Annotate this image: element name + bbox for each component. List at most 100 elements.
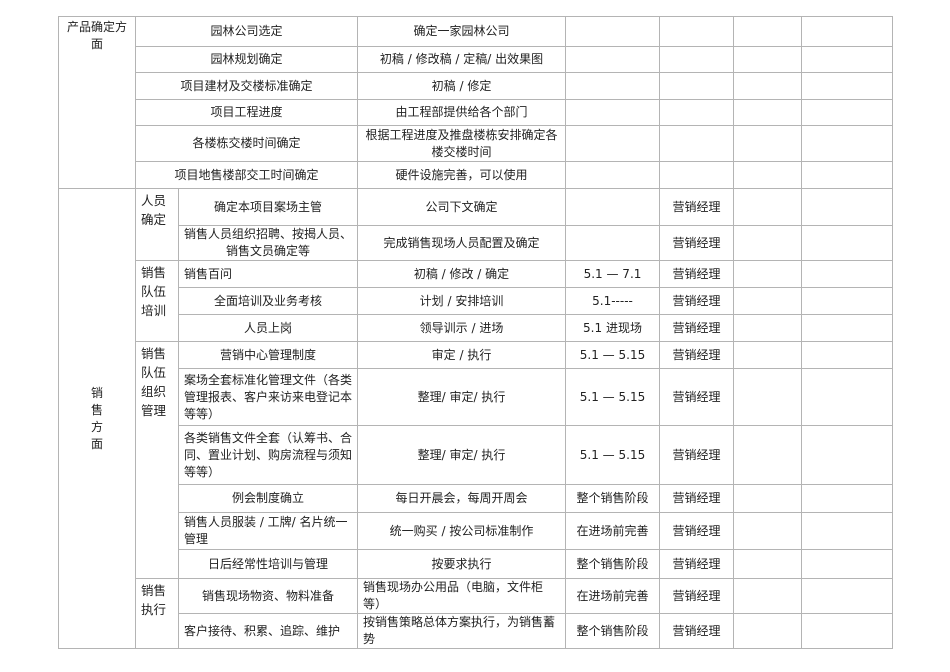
task-item: 案场全套标准化管理文件（各类管理报表、客户来访来电登记本等等） — [178, 368, 358, 426]
task-owner — [659, 16, 734, 47]
task-date — [565, 161, 660, 189]
task-owner — [659, 99, 734, 126]
task-date: 整个销售阶段 — [565, 613, 660, 649]
extra-cell — [801, 512, 893, 550]
task-item: 销售人员服装 / 工牌/ 名片统一管理 — [178, 512, 358, 550]
task-description: 初稿 / 修定 — [357, 72, 566, 100]
extra-cell — [733, 613, 802, 649]
extra-cell — [801, 260, 893, 288]
task-item: 营销中心管理制度 — [178, 341, 358, 369]
extra-cell — [801, 341, 893, 369]
task-owner: 营销经理 — [659, 225, 734, 261]
table-row: 产品确定方面 园林公司选定 确定一家园林公司 — [58, 16, 893, 189]
task-owner: 营销经理 — [659, 512, 734, 550]
table-row: 人员上岗 领导训示 / 进场 5.1 进现场 营销经理 — [59, 314, 893, 342]
extra-cell — [801, 16, 893, 47]
task-date: 整个销售阶段 — [565, 484, 660, 513]
extra-cell — [801, 46, 893, 73]
task-owner: 营销经理 — [659, 287, 734, 315]
extra-cell — [733, 99, 802, 126]
task-item: 客户接待、积累、追踪、维护 — [178, 613, 358, 649]
task-description: 销售现场办公用品（电脑，文件柜等） — [357, 578, 566, 614]
extra-cell — [733, 46, 802, 73]
task-date — [565, 225, 660, 261]
task-date: 5.1 — 5.15 — [565, 425, 660, 485]
task-description: 按销售策略总体方案执行，为销售蓄势 — [357, 613, 566, 649]
extra-cell — [733, 314, 802, 342]
task-owner: 营销经理 — [659, 484, 734, 513]
extra-cell — [801, 549, 893, 579]
task-date: 5.1----- — [565, 287, 660, 315]
table-row: 全面培训及业务考核 计划 / 安排培训 5.1----- 营销经理 — [59, 287, 893, 315]
task-description: 每日开晨会，每周开周会 — [357, 484, 566, 513]
extra-cell — [801, 578, 893, 614]
task-description: 确定一家园林公司 — [357, 16, 566, 47]
extra-cell — [801, 188, 893, 226]
task-date — [565, 99, 660, 126]
extra-cell — [733, 341, 802, 369]
extra-cell — [733, 512, 802, 550]
extra-cell — [733, 16, 802, 47]
task-date: 在进场前完善 — [565, 578, 660, 614]
table-row: 销售执行 销售现场物资、物料准备 销售现场办公用品（电脑，文件柜等） 在进场前完善 营销… — [59, 578, 893, 649]
table-row: 日后经常性培训与管理 按要求执行 整个销售阶段 营销经理 — [59, 549, 893, 579]
task-owner — [659, 72, 734, 100]
task-date: 5.1 — 7.1 — [565, 260, 660, 288]
task-item: 项目地售楼部交工时间确定 — [135, 161, 358, 189]
task-description: 硬件设施完善，可以使用 — [357, 161, 566, 189]
task-date: 在进场前完善 — [565, 512, 660, 550]
task-owner — [659, 161, 734, 189]
extra-cell — [801, 613, 893, 649]
table-row: 项目建材及交楼标准确定 初稿 / 修定 — [59, 72, 893, 100]
plan-table: 产品确定方面 园林公司选定 确定一家园林公司 园林规划确定 初稿 / 修改稿 / 定稿/… — [58, 16, 893, 649]
extra-cell — [733, 161, 802, 189]
task-description: 整理/ 审定/ 执行 — [357, 425, 566, 485]
table-row: 客户接待、积累、追踪、维护 按销售策略总体方案执行，为销售蓄势 整个销售阶段 营销经理 — [59, 613, 893, 649]
table-row: 销售方面 人员确定 确定本项目案场主管 公司下文确定 营销经理 — [58, 188, 893, 649]
table-row: 项目地售楼部交工时间确定 硬件设施完善，可以使用 — [59, 161, 893, 189]
task-owner: 营销经理 — [659, 260, 734, 288]
table-row: 各类销售文件全套（认筹书、合同、置业计划、购房流程与须知等等） 整理/ 审定/ 执… — [59, 425, 893, 485]
extra-cell — [733, 368, 802, 426]
table-row: 园林规划确定 初稿 / 修改稿 / 定稿/ 出效果图 — [59, 46, 893, 73]
table-row: 销售人员组织招聘、按揭人员、销售文员确定等 完成销售现场人员配置及确定 营销经理 — [59, 225, 893, 261]
task-item: 销售人员组织招聘、按揭人员、销售文员确定等 — [178, 225, 358, 261]
task-item: 日后经常性培训与管理 — [178, 549, 358, 579]
task-item: 各楼栋交楼时间确定 — [135, 125, 358, 162]
task-item: 园林公司选定 — [135, 16, 358, 47]
extra-cell — [801, 287, 893, 315]
table-row: 销售人员服装 / 工牌/ 名片统一管理 统一购买 / 按公司标准制作 在进场前完善营… — [59, 512, 893, 550]
extra-cell — [733, 260, 802, 288]
task-date: 5.1 进现场 — [565, 314, 660, 342]
extra-cell — [733, 188, 802, 226]
task-owner: 营销经理 — [659, 314, 734, 342]
extra-cell — [801, 72, 893, 100]
task-owner: 营销经理 — [659, 578, 734, 614]
extra-cell — [801, 368, 893, 426]
task-item: 销售百问 — [178, 260, 358, 288]
table-row: 销售队伍组织管理 营销中心管理制度 审定 / 执行 5.1 — 5.15 营销经理 — [59, 341, 893, 579]
task-item: 全面培训及业务考核 — [178, 287, 358, 315]
task-description: 计划 / 安排培训 — [357, 287, 566, 315]
task-date: 5.1 — 5.15 — [565, 341, 660, 369]
task-owner: 营销经理 — [659, 549, 734, 579]
extra-cell — [733, 225, 802, 261]
task-description: 完成销售现场人员配置及确定 — [357, 225, 566, 261]
task-item: 各类销售文件全套（认筹书、合同、置业计划、购房流程与须知等等） — [178, 425, 358, 485]
task-description: 公司下文确定 — [357, 188, 566, 226]
task-description: 由工程部提供给各个部门 — [357, 99, 566, 126]
section-label: 产品确定方面 — [58, 16, 136, 189]
extra-cell — [801, 314, 893, 342]
extra-cell — [801, 425, 893, 485]
extra-cell — [733, 578, 802, 614]
task-item: 园林规划确定 — [135, 46, 358, 73]
task-item: 人员上岗 — [178, 314, 358, 342]
task-description: 审定 / 执行 — [357, 341, 566, 369]
group-label: 销售队伍组织管理 — [135, 341, 179, 579]
task-date: 5.1 — 5.15 — [565, 368, 660, 426]
task-owner — [659, 125, 734, 162]
task-description: 根据工程进度及推盘楼栋安排确定各楼交楼时间 — [357, 125, 566, 162]
task-item: 项目建材及交楼标准确定 — [135, 72, 358, 100]
task-owner: 营销经理 — [659, 188, 734, 226]
task-description: 统一购买 / 按公司标准制作 — [357, 512, 566, 550]
